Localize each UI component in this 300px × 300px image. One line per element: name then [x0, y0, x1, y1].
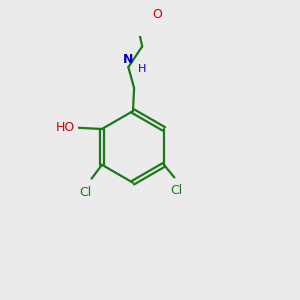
Text: HO: HO — [56, 121, 75, 134]
Text: H: H — [138, 64, 146, 74]
Text: Cl: Cl — [80, 186, 92, 199]
Text: N: N — [123, 53, 134, 66]
Text: O: O — [152, 8, 162, 21]
Text: Cl: Cl — [170, 184, 183, 197]
